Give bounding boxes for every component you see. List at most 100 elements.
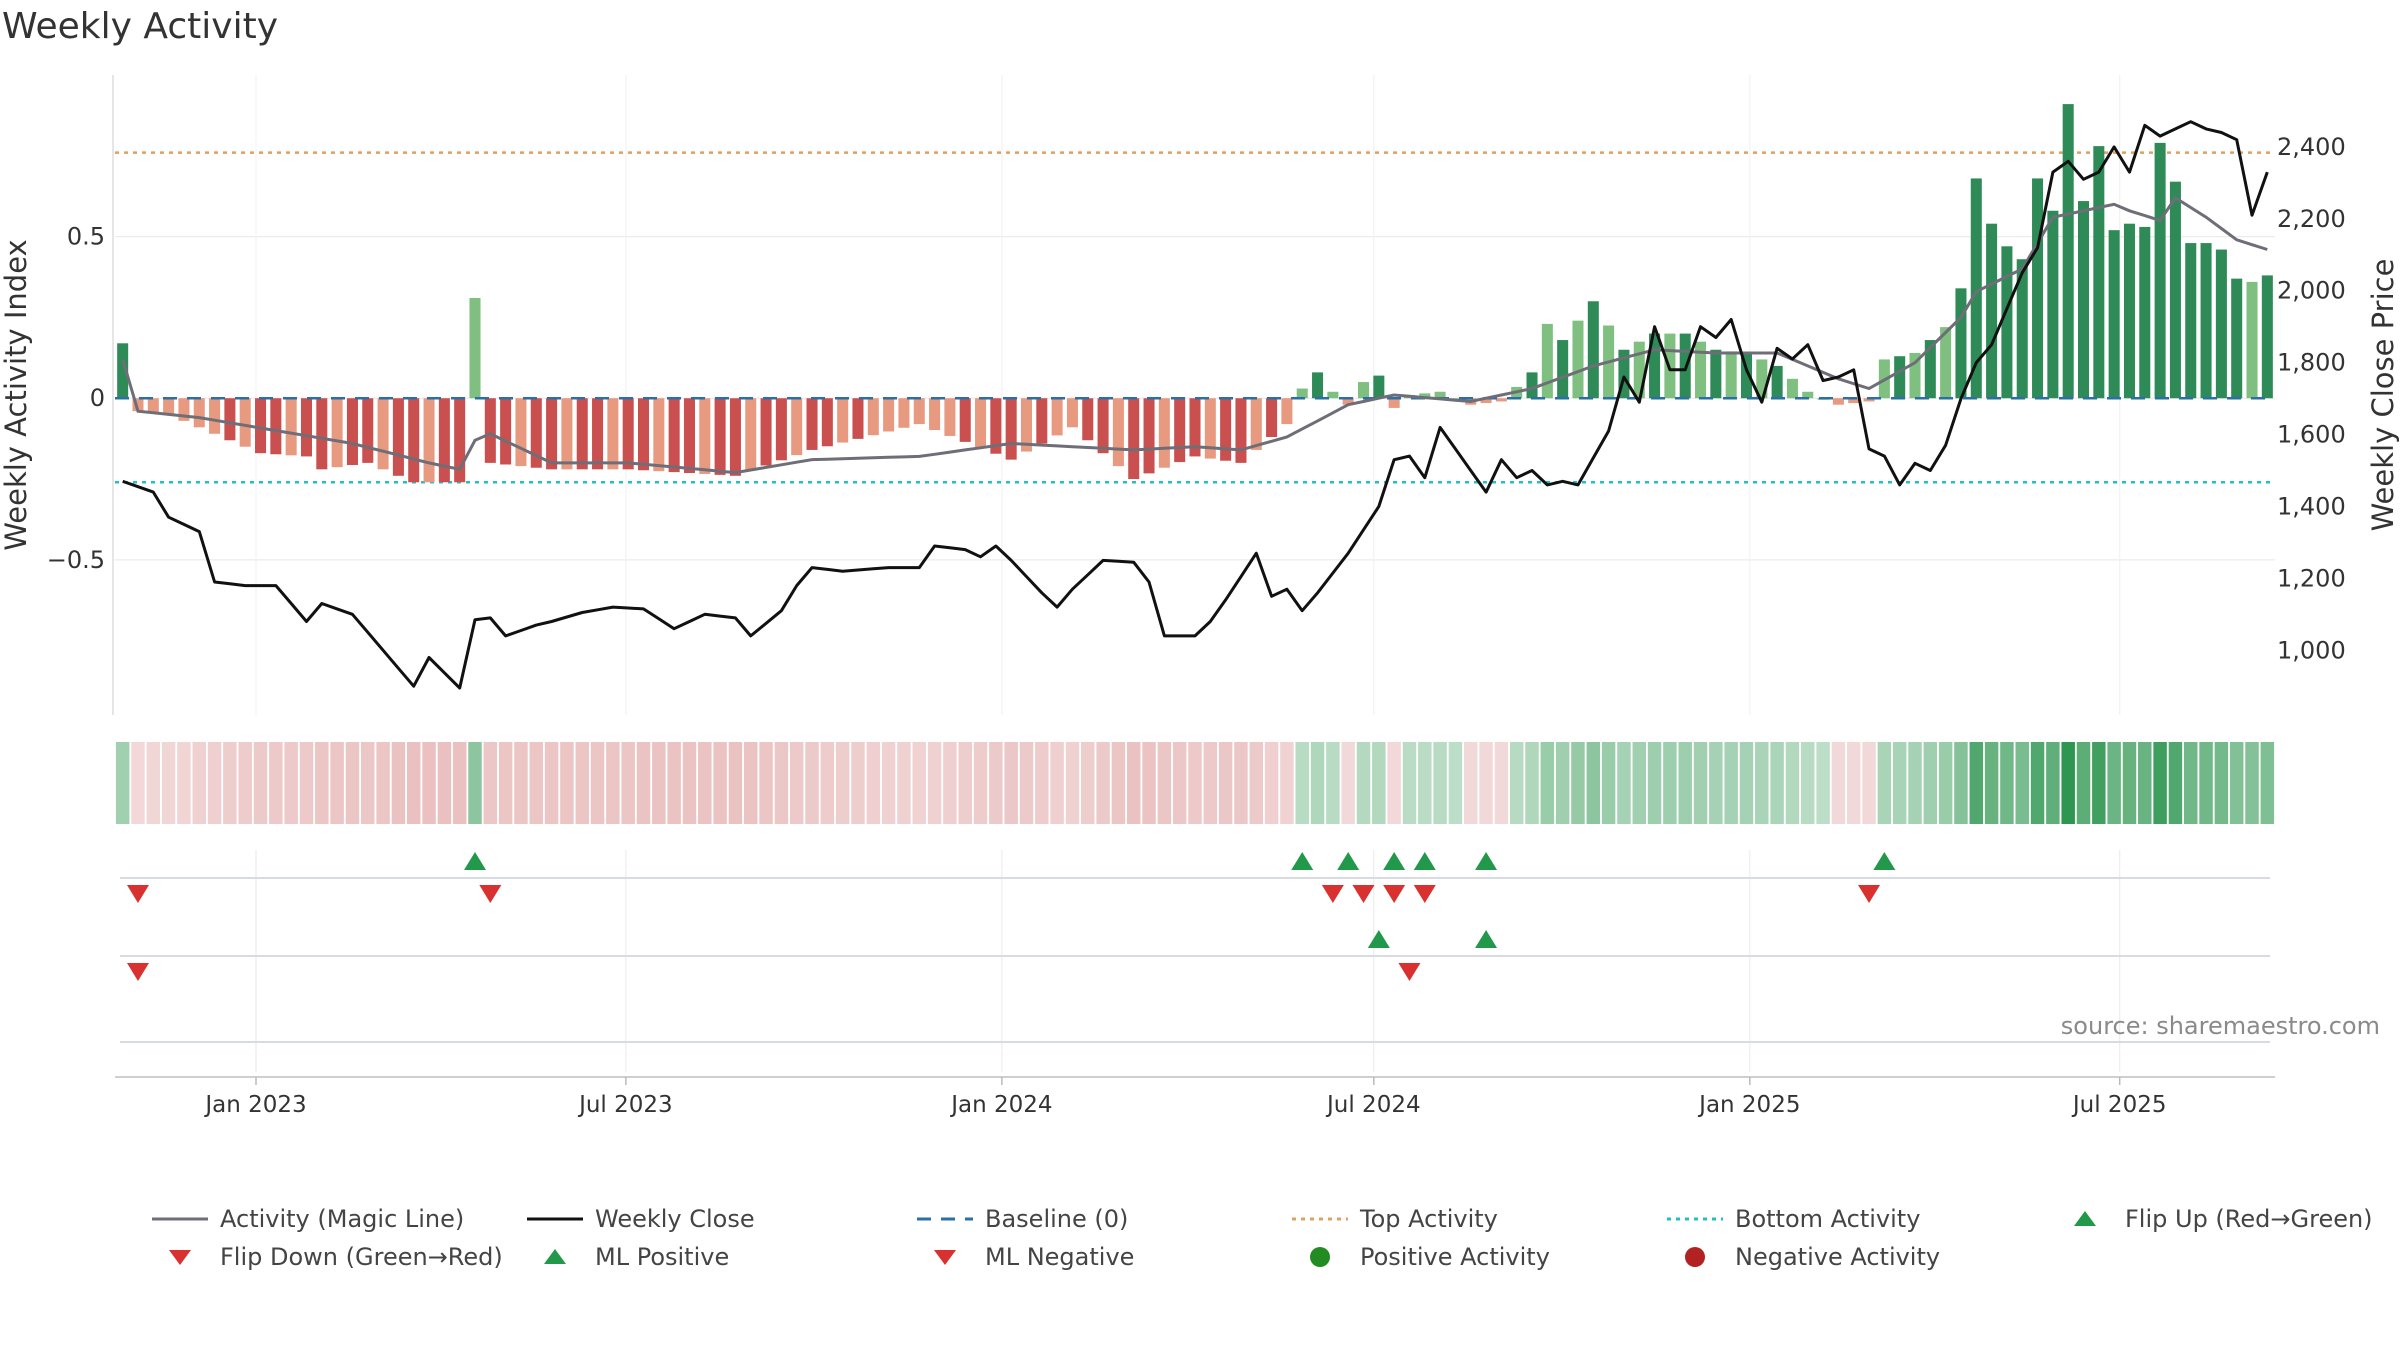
activity-bar (1725, 351, 1737, 399)
heat-strip-cell (406, 742, 421, 824)
chart-title: Weekly Activity (2, 6, 279, 47)
heat-strip-cell (2229, 742, 2244, 824)
heat-strip-cell (1586, 742, 1601, 824)
heat-strip-cell (376, 742, 390, 824)
heat-strip-cell (253, 742, 268, 824)
heat-strip-cell (682, 742, 697, 824)
flip-up-marker (1337, 852, 1360, 870)
activity-bar (331, 398, 343, 468)
heat-strip-cell (1035, 742, 1049, 824)
heat-strip-cell (2015, 742, 2029, 824)
y-right-tick-label: 2,200 (2277, 205, 2346, 233)
activity-bar (1832, 398, 1844, 405)
y-right-tick-label: 1,000 (2277, 636, 2346, 664)
legend-item: Weekly Close (525, 1205, 755, 1233)
heat-strip-cell (1632, 742, 1646, 824)
activity-bar (1189, 398, 1201, 457)
activity-bar (178, 398, 190, 421)
heat-strip-cell (1571, 742, 1585, 824)
legend-label: Negative Activity (1735, 1243, 1941, 1271)
activity-bar (469, 298, 481, 399)
activity-bar (147, 398, 159, 413)
activity-bar (1235, 398, 1247, 463)
heat-strip-cell (2092, 742, 2106, 824)
heat-strip-cell (2122, 742, 2137, 824)
activity-bar (1112, 398, 1124, 467)
y-right-tick-label: 1,800 (2277, 349, 2346, 377)
heat-strip-cell (1969, 742, 1984, 824)
activity-bar (1740, 352, 1753, 399)
heat-strip-cell (820, 742, 835, 824)
activity-bar (546, 398, 558, 470)
heat-strip-cell (973, 742, 988, 824)
heat-strip-cell (744, 742, 758, 824)
heat-strip-cell (1341, 742, 1355, 824)
heat-strip-cell (330, 742, 344, 824)
heat-strip-cell (1908, 742, 1922, 824)
activity-bar (592, 398, 604, 470)
heat-strip-cell (1433, 742, 1447, 824)
legend-label: Flip Up (Red→Green) (2125, 1205, 2373, 1233)
flip-up-marker (1475, 852, 1498, 870)
activity-bar (2261, 275, 2273, 399)
activity-bar (224, 398, 236, 441)
activity-bar (2185, 243, 2197, 399)
activity-bar (1250, 398, 1262, 450)
heat-strip-cell (2076, 742, 2091, 824)
activity-bar (760, 398, 772, 466)
legend-swatch-icon (917, 1217, 973, 1221)
activity-bar (1618, 349, 1630, 399)
activity-bar (1848, 398, 1860, 404)
heat-strip-cell (437, 742, 452, 824)
legend-swatch-icon (1667, 1217, 1723, 1221)
heat-strip-cell (1785, 742, 1800, 824)
x-tick-label: Jan 2023 (203, 1092, 306, 1118)
heat-strip-cell (1540, 742, 1555, 824)
activity-bar (2077, 201, 2090, 399)
legend-item: ML Negative (915, 1243, 1134, 1271)
x-tick-label: Jul 2024 (1325, 1092, 1421, 1118)
heat-strip-cell (590, 742, 605, 824)
heat-strip-cell (315, 742, 329, 824)
heat-strip-cell (483, 742, 498, 824)
activity-bar (1357, 382, 1370, 399)
activity-bar (1066, 398, 1078, 428)
heat-strip-cell (161, 742, 176, 824)
heat-strip-cell (2214, 742, 2229, 824)
heat-strip-cell (1877, 742, 1892, 824)
y-right-axis-label: Weekly Close Price (2366, 259, 2400, 532)
activity-bar (1572, 320, 1584, 399)
heat-strip-cell (1846, 742, 1861, 824)
activity-bar (837, 398, 849, 443)
activity-bar (975, 398, 987, 448)
heat-strip-cell (1954, 742, 1968, 824)
heat-strip-cell (1693, 742, 1708, 824)
heat-strip-cell (1203, 742, 1218, 824)
heat-strip-cell (345, 742, 360, 824)
y-left-tick-label: −0.5 (47, 546, 105, 574)
heat-strip-cell (115, 742, 130, 824)
activity-bar (1005, 398, 1017, 460)
legend-item: ML Positive (525, 1243, 729, 1271)
activity-bar (821, 398, 833, 447)
legend-swatch-icon (2074, 1211, 2096, 1226)
y-right-tick-label: 1,600 (2277, 421, 2346, 449)
flip-down-marker (479, 885, 502, 903)
activity-bar (1649, 333, 1661, 399)
heat-strip-cell (223, 742, 237, 824)
activity-bar (1097, 398, 1109, 454)
heat-strip-cell (514, 742, 528, 824)
activity-bar (791, 398, 803, 456)
activity-bar (561, 398, 573, 470)
legend-swatch-icon (544, 1249, 566, 1264)
activity-bar (2215, 249, 2227, 399)
legend-swatch-icon (1685, 1247, 1705, 1267)
heat-strip-cell (805, 742, 819, 824)
legend-item: Flip Up (Red→Green) (2055, 1205, 2373, 1233)
heat-strip-cell (1525, 742, 1539, 824)
activity-bar (255, 398, 267, 454)
heat-strip-cell (422, 742, 436, 824)
activity-bar (714, 398, 726, 475)
heat-strip-cell (2245, 742, 2259, 824)
activity-bar (1266, 398, 1278, 438)
